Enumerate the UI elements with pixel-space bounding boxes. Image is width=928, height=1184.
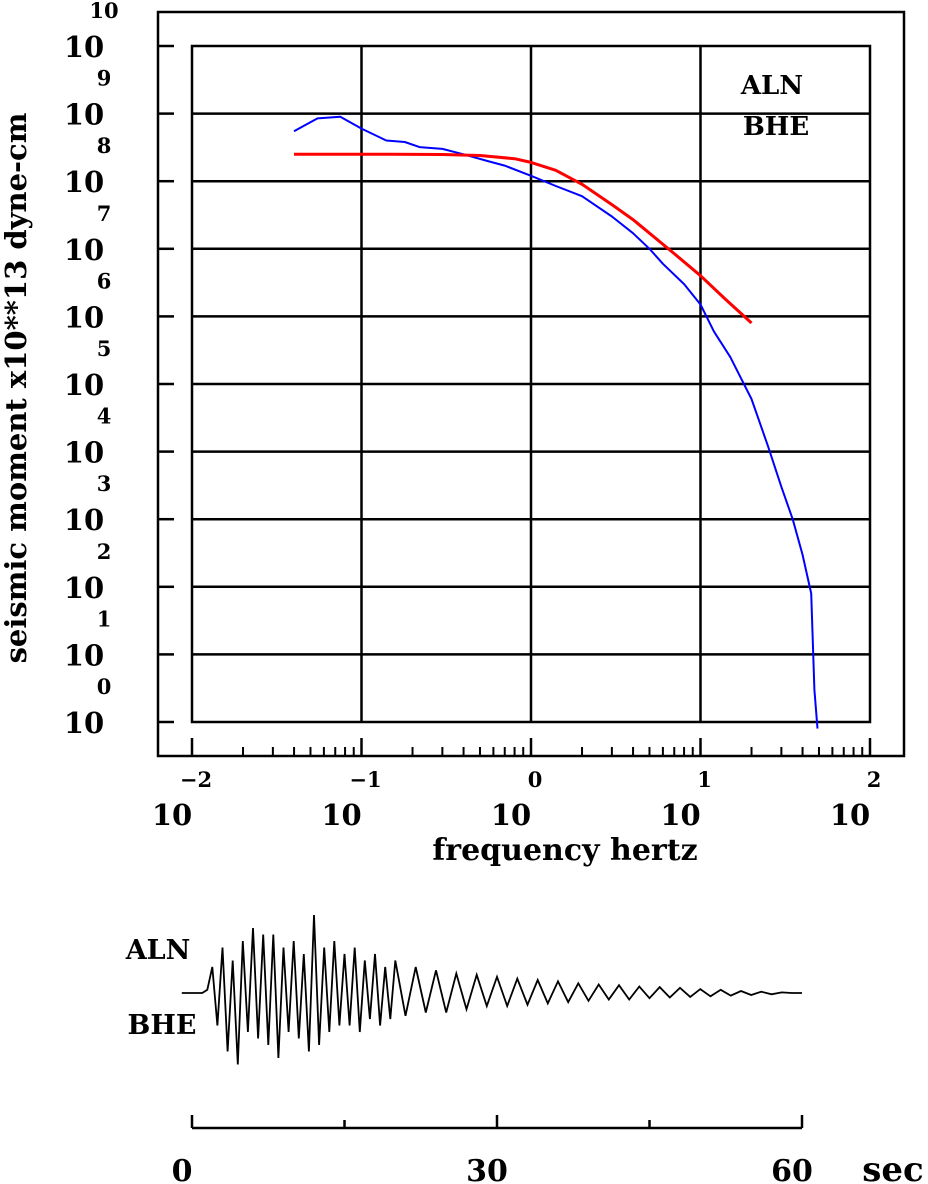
x-tick-base-2: 10 — [491, 798, 531, 832]
x-tick-base-1: 10 — [321, 798, 361, 832]
spectrum-series-0 — [293, 115, 819, 729]
y-tick-exp-5: 5 — [97, 336, 112, 361]
y-tick-base-0: 10 — [64, 706, 104, 740]
x-tick-exp-2: 0 — [528, 767, 543, 792]
time-tick-label-2: 60 — [771, 1154, 813, 1184]
y-tick-exp-4: 4 — [97, 404, 112, 429]
y-tick-exp-7: 7 — [97, 201, 112, 226]
time-unit-label: sec — [862, 1150, 923, 1184]
x-tick-labels: 10 −2 10 −1 10 0 10 1 10 2 — [152, 767, 881, 832]
y-tick-exp-6: 6 — [97, 268, 112, 293]
y-tick-base-10: 10 — [64, 30, 104, 64]
seismogram-station-label: ALN — [125, 935, 191, 966]
seismogram-channel-label: BHE — [128, 1010, 197, 1041]
spectrum-grid — [192, 46, 870, 722]
channel-label: BHE — [743, 112, 809, 142]
y-tick-base-7: 10 — [64, 233, 104, 267]
x-tick-exp-1: −1 — [349, 767, 381, 792]
y-tick-base-2: 10 — [64, 571, 104, 605]
spectrum-series — [293, 115, 819, 729]
y-tick-exp-9: 9 — [97, 66, 112, 91]
time-tick-label-0: 0 — [172, 1154, 193, 1184]
y-tick-exp-3: 3 — [97, 471, 112, 496]
x-tick-exp-0: −2 — [180, 767, 212, 792]
y-tick-exp-8: 8 — [97, 133, 112, 158]
x-axis-label: frequency hertz — [432, 833, 697, 868]
y-tick-base-4: 10 — [64, 436, 104, 470]
y-tick-exp-10: 10 — [89, 0, 118, 23]
y-tick-base-5: 10 — [64, 368, 104, 402]
y-tick-exp-2: 2 — [97, 539, 112, 564]
y-tick-exp-0: 0 — [97, 674, 112, 699]
y-ticks — [158, 44, 174, 724]
y-tick-base-1: 10 — [64, 638, 104, 672]
x-tick-base-4: 10 — [830, 798, 870, 832]
time-tick-label-1: 30 — [466, 1154, 508, 1184]
x-ticks — [190, 738, 872, 756]
spectrum-series-1 — [294, 152, 753, 325]
y-tick-base-8: 10 — [64, 165, 104, 199]
y-tick-base-3: 10 — [64, 503, 104, 537]
x-tick-base-3: 10 — [660, 798, 700, 832]
seismogram-trace — [181, 914, 802, 1065]
station-label: ALN — [740, 71, 803, 101]
y-axis-label: seismic moment x10**13 dyne-cm — [0, 112, 33, 663]
x-tick-exp-3: 1 — [697, 767, 712, 792]
seismogram: ALN BHE 0 30 60 sec — [125, 914, 924, 1184]
time-tick-labels: 0 30 60 — [172, 1154, 813, 1184]
y-tick-exp-1: 1 — [97, 606, 112, 631]
time-ticks — [190, 1115, 804, 1128]
y-tick-base-9: 10 — [64, 98, 104, 132]
x-tick-exp-4: 2 — [867, 767, 882, 792]
x-tick-base-0: 10 — [152, 798, 192, 832]
y-tick-base-6: 10 — [64, 300, 104, 334]
